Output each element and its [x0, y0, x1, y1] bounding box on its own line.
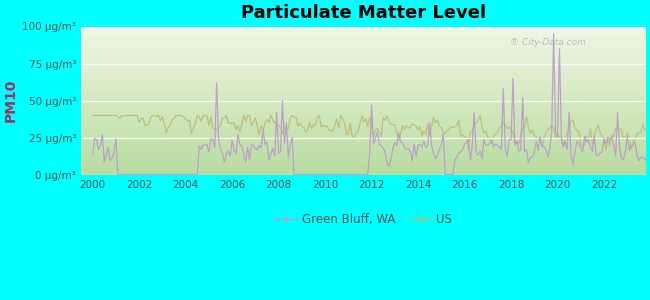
Legend: Green Bluff, WA, US: Green Bluff, WA, US: [270, 208, 457, 231]
Y-axis label: PM10: PM10: [4, 79, 18, 122]
Title: Particulate Matter Level: Particulate Matter Level: [241, 4, 486, 22]
Text: ® City-Data.com: ® City-Data.com: [510, 38, 586, 47]
